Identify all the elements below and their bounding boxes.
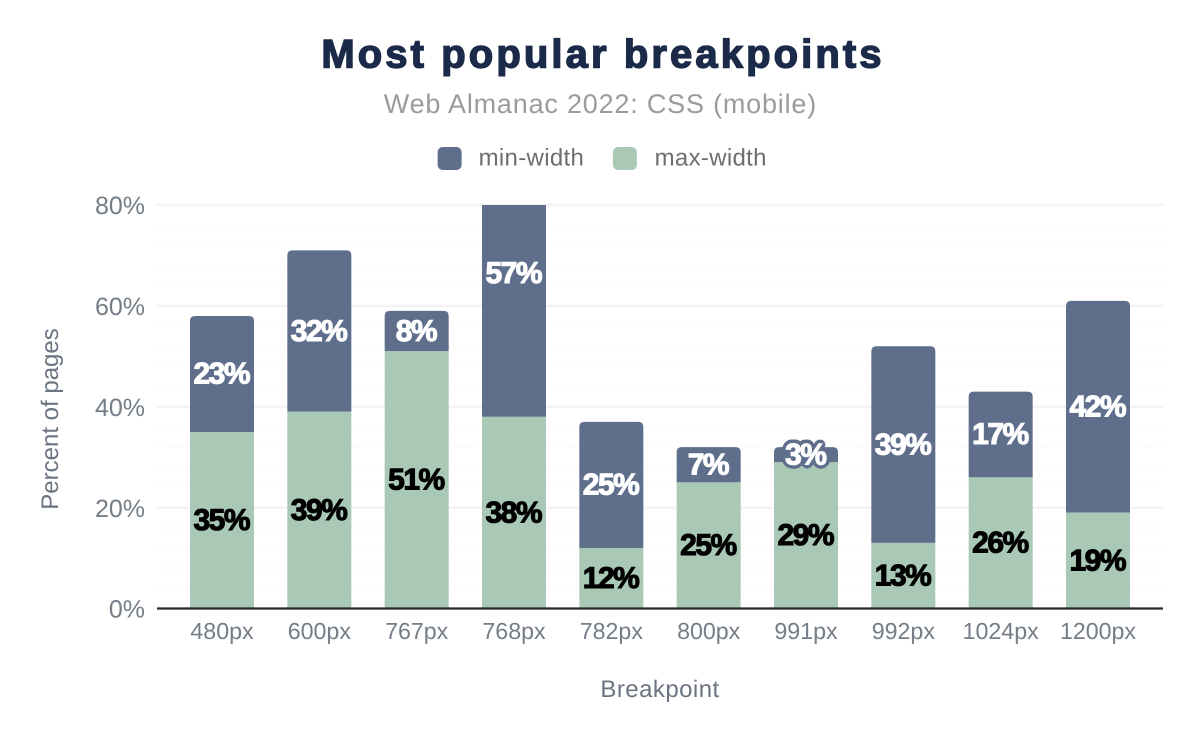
svg-text:38%: 38% [485, 496, 541, 529]
svg-text:35%: 35% [193, 504, 249, 537]
svg-text:3%: 3% [781, 437, 822, 470]
svg-text:80%: 80% [95, 192, 145, 220]
svg-text:26%: 26% [972, 527, 1028, 560]
svg-text:29%: 29% [777, 519, 833, 552]
svg-text:3%: 3% [781, 438, 822, 471]
svg-text:3%: 3% [785, 434, 826, 467]
svg-text:3%: 3% [784, 435, 825, 468]
svg-text:3%: 3% [789, 437, 830, 470]
svg-text:39%: 39% [291, 494, 347, 527]
svg-text:3%: 3% [785, 438, 826, 471]
svg-text:3%: 3% [785, 442, 826, 475]
svg-text:25%: 25% [583, 469, 639, 502]
svg-text:Percent of pages: Percent of pages [37, 328, 64, 509]
svg-text:51%: 51% [388, 464, 444, 497]
svg-text:991px: 991px [774, 618, 838, 644]
svg-text:3%: 3% [784, 442, 825, 475]
svg-text:13%: 13% [875, 559, 931, 592]
svg-text:992px: 992px [872, 618, 936, 644]
svg-text:12%: 12% [583, 562, 639, 595]
svg-text:Web Almanac 2022: CSS (mobile): Web Almanac 2022: CSS (mobile) [384, 89, 817, 119]
svg-text:Most popular breakpoints: Most popular breakpoints [321, 33, 884, 77]
svg-text:60%: 60% [95, 293, 145, 321]
svg-text:3%: 3% [787, 435, 828, 468]
svg-text:3%: 3% [781, 440, 822, 473]
svg-text:3%: 3% [789, 440, 830, 473]
svg-text:3%: 3% [788, 441, 829, 474]
svg-text:25%: 25% [680, 529, 736, 562]
svg-text:max-width: max-width [655, 145, 767, 172]
svg-text:3%: 3% [787, 442, 828, 475]
svg-text:480px: 480px [190, 618, 254, 644]
svg-text:57%: 57% [485, 257, 541, 290]
svg-text:600px: 600px [288, 618, 352, 644]
svg-text:20%: 20% [95, 495, 145, 523]
svg-text:min-width: min-width [479, 145, 585, 172]
svg-text:17%: 17% [972, 418, 1028, 451]
svg-text:40%: 40% [95, 394, 145, 422]
svg-text:3%: 3% [788, 436, 829, 469]
svg-text:23%: 23% [193, 358, 249, 391]
svg-text:3%: 3% [782, 436, 823, 469]
svg-text:800px: 800px [677, 618, 741, 644]
svg-text:1024px: 1024px [963, 618, 1039, 644]
svg-text:8%: 8% [396, 315, 437, 348]
svg-text:Breakpoint: Breakpoint [600, 676, 719, 703]
svg-text:768px: 768px [482, 618, 546, 644]
svg-text:19%: 19% [1069, 544, 1125, 577]
svg-text:7%: 7% [688, 449, 729, 482]
svg-text:32%: 32% [291, 315, 347, 348]
svg-text:767px: 767px [385, 618, 449, 644]
svg-text:3%: 3% [782, 441, 823, 474]
svg-text:3%: 3% [789, 438, 830, 471]
svg-text:42%: 42% [1069, 390, 1125, 423]
svg-text:39%: 39% [875, 428, 931, 461]
svg-text:782px: 782px [580, 618, 644, 644]
svg-text:0%: 0% [109, 596, 145, 624]
svg-text:1200px: 1200px [1060, 618, 1136, 644]
